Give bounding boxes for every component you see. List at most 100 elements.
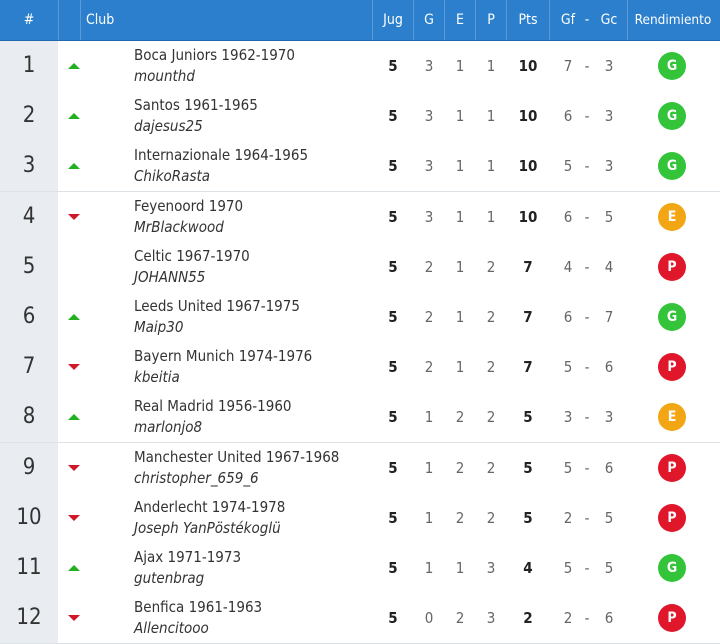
rank-cell: 3 <box>0 141 58 192</box>
cell-jug: 5 <box>388 609 398 628</box>
rank-cell: 8 <box>0 392 58 443</box>
trend-up-icon <box>68 565 80 571</box>
manager-name[interactable]: christopher_659_6 <box>134 468 259 487</box>
team-name[interactable]: Bayern Munich 1974-1976 <box>134 347 313 366</box>
trend-down-icon <box>68 364 80 371</box>
manager-name[interactable]: Maip30 <box>134 318 184 336</box>
trend-up-icon <box>68 314 80 320</box>
cell-pts: 5 <box>523 458 533 477</box>
team-name[interactable]: Celtic 1967-1970 <box>134 246 250 265</box>
cell-gf: 5 <box>563 559 573 577</box>
table-row[interactable]: 3 Internazionale 1964-1965 ChikoRasta 5 3 1 1 1… <box>0 141 720 193</box>
manager-name[interactable]: Allencitooo <box>134 619 209 638</box>
cell-p: 3 <box>486 609 496 628</box>
cell-jug: 5 <box>388 157 398 176</box>
manager-name[interactable]: ChikoRasta <box>134 167 211 186</box>
cell-e: 1 <box>455 207 465 226</box>
manager-name[interactable]: marlonjo8 <box>134 418 203 437</box>
cell-e: 1 <box>455 559 465 577</box>
cell-jug: 5 <box>388 358 398 377</box>
header-gc[interactable]: Gc <box>600 12 618 28</box>
cell-g: 2 <box>424 257 434 276</box>
table-row[interactable]: 4 Feyenoord 1970 MrBlackwood 5 3 1 1 10 6-5 E <box>0 191 720 243</box>
team-name[interactable]: Boca Juniors 1962-1970 <box>134 46 295 64</box>
table-row[interactable]: 11 Ajax 1971-1973 gutenbrag 5 1 1 3 4 5-5 G <box>0 543 720 594</box>
table-row[interactable]: 10 Anderlecht 1974-1978 Joseph YanPöstékog… <box>0 492 720 544</box>
cell-pts: 5 <box>523 408 533 427</box>
manager-name[interactable]: mounthd <box>134 67 195 85</box>
header-pts[interactable]: Pts <box>518 12 538 28</box>
cell-jug: 5 <box>388 308 398 326</box>
manager-name[interactable]: MrBlackwood <box>134 217 224 236</box>
manager-name[interactable]: kbeitia <box>134 368 180 387</box>
cell-pts: 10 <box>518 207 538 226</box>
cell-g: 1 <box>424 408 434 427</box>
team-name[interactable]: Manchester United 1967-1968 <box>134 447 340 466</box>
cell-gf: 5 <box>563 157 573 176</box>
manager-name[interactable]: Joseph YanPöstékoglü <box>134 518 281 537</box>
performance-badge: P <box>658 353 686 382</box>
trend-down-icon <box>68 514 80 521</box>
cell-gc: 3 <box>604 57 614 75</box>
cell-gc: 3 <box>604 107 614 126</box>
cell-gf: 4 <box>563 257 573 276</box>
performance-badge: E <box>658 403 686 432</box>
table-row[interactable]: 1 Boca Juniors 1962-1970 mounthd 5 3 1 1 10 7-3 G <box>0 41 720 92</box>
manager-name[interactable]: gutenbrag <box>134 569 205 587</box>
header-p[interactable]: P <box>487 12 495 28</box>
team-name[interactable]: Santos 1961-1965 <box>134 96 258 115</box>
rank-cell: 5 <box>0 241 58 292</box>
team-name[interactable]: Ajax 1971-1973 <box>134 548 242 566</box>
table-row[interactable]: 8 Real Madrid 1956-1960 marlonjo8 5 1 2 2 5 3-3 E <box>0 392 720 444</box>
table-row[interactable]: 12 Benfica 1961-1963 Allencitooo 5 0 2 3 2 2-6 P <box>0 593 720 644</box>
performance-badge: P <box>658 453 686 482</box>
table-row[interactable]: 9 Manchester United 1967-1968 christopher_… <box>0 442 720 494</box>
cell-jug: 5 <box>388 57 398 75</box>
table-row[interactable]: 5 Celtic 1967-1970 JOHANN55 5 2 1 2 7 4-4 P <box>0 241 720 293</box>
cell-p: 2 <box>486 257 496 276</box>
cell-dash: - <box>584 308 590 326</box>
header-club[interactable]: Club <box>86 12 115 28</box>
cell-g: 2 <box>424 358 434 377</box>
team-name[interactable]: Internazionale 1964-1965 <box>134 146 309 165</box>
cell-gc: 3 <box>604 157 614 176</box>
cell-e: 1 <box>455 57 465 75</box>
team-name[interactable]: Leeds United 1967-1975 <box>134 297 300 315</box>
cell-pts: 10 <box>518 57 538 75</box>
team-name[interactable]: Anderlecht 1974-1978 <box>134 497 286 516</box>
cell-dash: - <box>584 408 590 427</box>
cell-e: 1 <box>455 157 465 176</box>
team-name[interactable]: Feyenoord 1970 <box>134 196 244 215</box>
table-row[interactable]: 2 Santos 1961-1965 dajesus25 5 3 1 1 10 6-3 G <box>0 91 720 143</box>
table-row[interactable]: 6 Leeds United 1967-1975 Maip30 5 2 1 2 7 6-7 G <box>0 292 720 343</box>
cell-gf: 6 <box>563 207 573 226</box>
team-name[interactable]: Benfica 1961-1963 <box>134 598 263 617</box>
manager-name[interactable]: JOHANN55 <box>134 267 206 286</box>
cell-e: 2 <box>455 508 465 527</box>
cell-p: 1 <box>486 107 496 126</box>
cell-e: 1 <box>455 308 465 326</box>
cell-p: 2 <box>486 408 496 427</box>
trend-up-icon <box>68 63 80 69</box>
cell-gc: 5 <box>604 559 614 577</box>
performance-badge: P <box>658 252 686 281</box>
header-gf[interactable]: Gf <box>560 12 576 28</box>
cell-pts: 4 <box>523 559 533 577</box>
cell-p: 2 <box>486 458 496 477</box>
rank-cell: 11 <box>0 543 58 593</box>
cell-dash: - <box>584 609 590 628</box>
performance-badge: E <box>658 202 686 231</box>
trend-up-icon <box>68 113 80 120</box>
cell-gf: 3 <box>563 408 573 427</box>
cell-gf: 6 <box>563 308 573 326</box>
header-jug[interactable]: Jug <box>383 12 403 28</box>
team-name[interactable]: Real Madrid 1956-1960 <box>134 397 292 416</box>
header-g[interactable]: G <box>424 12 434 28</box>
header-rendimiento[interactable]: Rendimiento <box>634 12 712 28</box>
trend-down-icon <box>68 615 80 622</box>
table-row[interactable]: 7 Bayern Munich 1974-1976 kbeitia 5 2 1 2 7 5-6 P <box>0 342 720 394</box>
header-e[interactable]: E <box>456 12 464 28</box>
cell-gf: 6 <box>563 107 573 126</box>
header-rank[interactable]: # <box>23 12 35 28</box>
manager-name[interactable]: dajesus25 <box>134 117 203 136</box>
